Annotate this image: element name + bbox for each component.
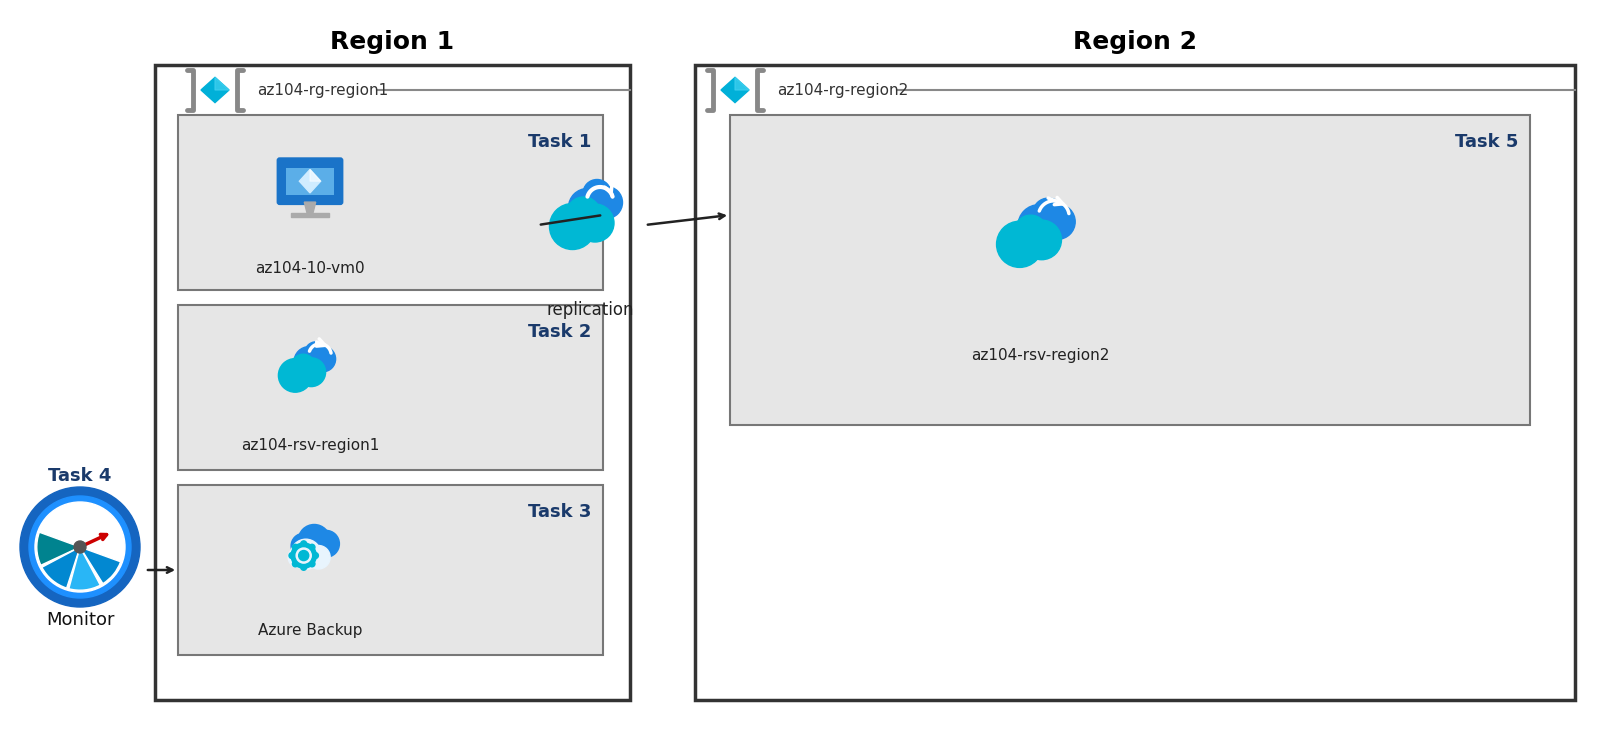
Circle shape <box>582 180 611 208</box>
Text: Region 2: Region 2 <box>1073 30 1197 54</box>
Text: az104-rsv-region1: az104-rsv-region1 <box>241 438 380 453</box>
Circle shape <box>1022 220 1062 259</box>
FancyBboxPatch shape <box>286 167 333 195</box>
Circle shape <box>309 545 315 551</box>
Circle shape <box>550 203 595 250</box>
Polygon shape <box>304 202 315 213</box>
Circle shape <box>996 221 1043 268</box>
Polygon shape <box>201 77 228 102</box>
Bar <box>179 305 603 470</box>
Text: Task 4: Task 4 <box>48 467 111 485</box>
Wedge shape <box>69 547 100 590</box>
Circle shape <box>35 502 126 592</box>
Circle shape <box>304 342 327 364</box>
Circle shape <box>291 534 317 559</box>
Bar <box>695 65 1575 700</box>
Circle shape <box>299 551 309 561</box>
Circle shape <box>301 541 307 547</box>
Circle shape <box>29 496 130 598</box>
Text: Task 2: Task 2 <box>528 323 591 341</box>
Wedge shape <box>80 547 121 584</box>
Text: az104-rg-region1: az104-rg-region1 <box>257 83 388 97</box>
Circle shape <box>293 561 298 567</box>
Circle shape <box>576 204 615 242</box>
Circle shape <box>1039 204 1075 240</box>
Circle shape <box>278 359 312 392</box>
Circle shape <box>298 525 330 556</box>
Circle shape <box>291 543 317 568</box>
Bar <box>179 485 603 655</box>
Circle shape <box>293 545 298 551</box>
Circle shape <box>311 346 336 371</box>
Text: az104-10-vm0: az104-10-vm0 <box>256 260 365 276</box>
Circle shape <box>74 541 85 553</box>
Text: Task 1: Task 1 <box>528 133 591 151</box>
Polygon shape <box>311 170 320 181</box>
Circle shape <box>568 189 607 226</box>
Bar <box>730 115 1530 425</box>
Text: Monitor: Monitor <box>45 611 114 629</box>
Bar <box>179 115 603 290</box>
Bar <box>154 65 631 700</box>
Text: az104-rsv-region2: az104-rsv-region2 <box>970 348 1109 363</box>
Circle shape <box>19 487 140 607</box>
Wedge shape <box>37 532 80 565</box>
FancyBboxPatch shape <box>277 157 343 205</box>
Circle shape <box>312 531 339 557</box>
Text: az104-rg-region2: az104-rg-region2 <box>777 83 907 97</box>
Circle shape <box>591 186 623 218</box>
Circle shape <box>1014 215 1047 248</box>
Text: Task 5: Task 5 <box>1455 133 1517 151</box>
Circle shape <box>296 548 311 563</box>
Circle shape <box>294 346 325 377</box>
Circle shape <box>291 354 315 378</box>
Circle shape <box>1018 205 1060 246</box>
Text: Task 3: Task 3 <box>528 503 591 521</box>
Circle shape <box>566 197 600 231</box>
Circle shape <box>301 565 307 570</box>
Text: Azure Backup: Azure Backup <box>257 623 362 638</box>
Circle shape <box>296 357 325 387</box>
Polygon shape <box>299 170 320 193</box>
Polygon shape <box>291 213 328 217</box>
Circle shape <box>307 545 330 569</box>
Polygon shape <box>216 77 228 90</box>
Text: Region 1: Region 1 <box>330 30 455 54</box>
Circle shape <box>1033 198 1064 229</box>
Polygon shape <box>721 77 750 102</box>
Polygon shape <box>735 77 750 90</box>
Circle shape <box>291 539 320 570</box>
Circle shape <box>290 553 294 559</box>
Circle shape <box>288 547 309 567</box>
Circle shape <box>309 561 315 567</box>
Text: replication: replication <box>545 301 634 319</box>
Circle shape <box>312 553 319 559</box>
Wedge shape <box>42 547 80 588</box>
